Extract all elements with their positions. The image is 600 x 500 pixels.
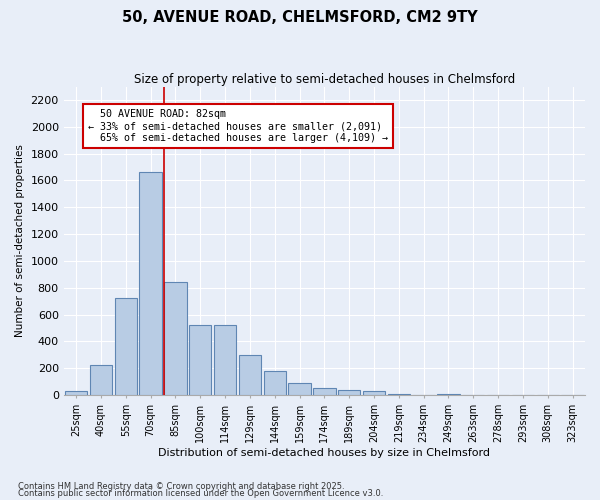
Bar: [65, 391, 87, 395]
Bar: [139, 172, 162, 395]
Bar: [214, 325, 236, 395]
Text: Contains public sector information licensed under the Open Government Licence v3: Contains public sector information licen…: [18, 489, 383, 498]
Text: 50, AVENUE ROAD, CHELMSFORD, CM2 9TY: 50, AVENUE ROAD, CHELMSFORD, CM2 9TY: [122, 10, 478, 25]
Bar: [338, 390, 361, 395]
Bar: [90, 366, 112, 395]
X-axis label: Distribution of semi-detached houses by size in Chelmsford: Distribution of semi-detached houses by …: [158, 448, 490, 458]
Title: Size of property relative to semi-detached houses in Chelmsford: Size of property relative to semi-detach…: [134, 72, 515, 86]
Text: Contains HM Land Registry data © Crown copyright and database right 2025.: Contains HM Land Registry data © Crown c…: [18, 482, 344, 491]
Bar: [115, 298, 137, 395]
Bar: [189, 325, 211, 395]
Y-axis label: Number of semi-detached properties: Number of semi-detached properties: [15, 144, 25, 337]
Bar: [164, 282, 187, 395]
Bar: [289, 383, 311, 395]
Text: 50 AVENUE ROAD: 82sqm
← 33% of semi-detached houses are smaller (2,091)
  65% of: 50 AVENUE ROAD: 82sqm ← 33% of semi-deta…: [88, 110, 388, 142]
Bar: [388, 394, 410, 395]
Bar: [263, 371, 286, 395]
Bar: [437, 394, 460, 395]
Bar: [313, 388, 335, 395]
Bar: [363, 391, 385, 395]
Bar: [239, 354, 261, 395]
